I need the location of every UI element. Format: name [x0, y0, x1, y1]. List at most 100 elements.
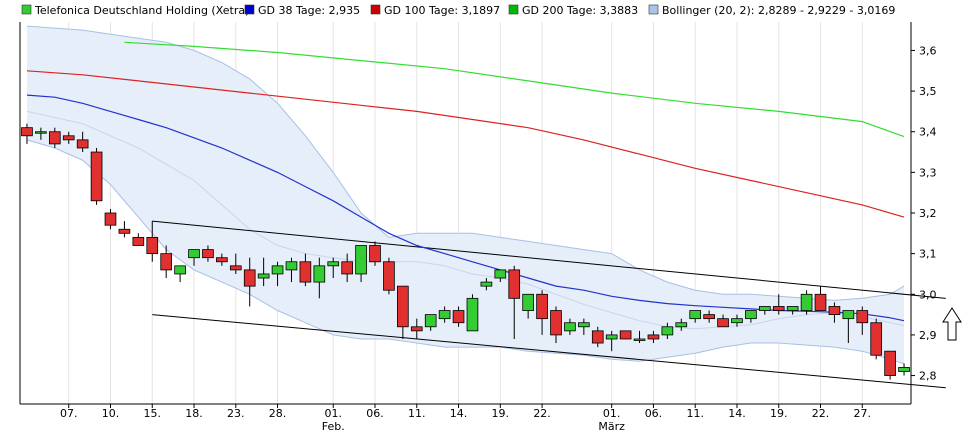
x-tick-label: 19. [492, 407, 510, 420]
candle [452, 306, 465, 327]
candle-body [62, 135, 75, 141]
legend-label: Bollinger (20, 2): 2,8289 - 2,9229 - 3,0… [662, 4, 895, 17]
candle-body [591, 330, 604, 344]
legend-item: GD 200 Tage: 3,3883 [508, 4, 638, 17]
y-tick-label: 3,6 [919, 44, 937, 57]
candle-body [174, 265, 186, 275]
candle-body [160, 253, 173, 271]
up-arrow-icon [942, 307, 962, 341]
candle-body [661, 326, 674, 336]
candle [271, 261, 284, 287]
candle-body [703, 314, 715, 320]
candle [424, 314, 437, 331]
candle [758, 306, 771, 315]
candle-body [522, 293, 534, 311]
candle-body [814, 293, 827, 311]
legend-swatch [21, 4, 32, 15]
candle [536, 290, 548, 335]
x-tick-label: 19. [770, 407, 788, 420]
candle-body [745, 310, 757, 320]
legend-item: Bollinger (20, 2): 2,8289 - 2,9229 - 3,0… [648, 4, 895, 17]
candle-body [397, 285, 409, 328]
candle-body [146, 236, 159, 255]
x-tick-label: 11. [408, 407, 426, 420]
legend-item: GD 100 Tage: 3,1897 [370, 4, 500, 17]
candle [675, 318, 688, 331]
x-tick-label: 14. [450, 407, 468, 420]
candle [772, 294, 785, 315]
candle [619, 330, 632, 340]
candle [397, 285, 409, 339]
candle [466, 294, 479, 332]
legend-swatch [648, 4, 659, 15]
y-tick-label: 3,5 [919, 85, 937, 98]
candle [327, 257, 340, 279]
candle [160, 245, 173, 279]
candle-body [48, 131, 61, 145]
candle [104, 208, 117, 230]
x-tick-month-label: März [598, 420, 625, 433]
candle [703, 310, 715, 323]
candle [564, 318, 576, 335]
candle [313, 257, 326, 299]
candle-body [800, 293, 813, 311]
candle [299, 253, 312, 287]
candle [647, 330, 660, 344]
candle [383, 257, 395, 295]
candle [48, 127, 61, 148]
candle-body [828, 306, 841, 315]
candle [229, 253, 242, 274]
candle-body [647, 334, 660, 340]
candle [633, 330, 646, 344]
candle [369, 241, 381, 266]
candle [591, 326, 604, 348]
x-tick-label: 14. [728, 407, 746, 420]
candle-body [35, 131, 47, 134]
candle-body [508, 269, 521, 299]
candle [243, 257, 256, 307]
candle [828, 302, 841, 323]
candle-body [717, 318, 729, 328]
x-tick-label: 10. [102, 407, 120, 420]
y-tick-label: 2,9 [919, 329, 937, 342]
candle-body [299, 261, 312, 283]
x-tick-label: 28. [269, 407, 287, 420]
candle-body [786, 306, 799, 311]
candle-body [257, 273, 270, 279]
bollinger-fill [27, 26, 904, 364]
candle [731, 314, 743, 327]
trend-lines [152, 220, 946, 389]
bollinger-mid-line [26, 110, 905, 330]
candle-body [578, 322, 590, 328]
candle [146, 221, 159, 262]
candle [118, 221, 131, 238]
candle-body [341, 261, 353, 275]
candle-body [132, 236, 145, 246]
candle-body [856, 310, 869, 324]
candle-body [104, 212, 117, 226]
gd200-line [124, 41, 905, 138]
candle [884, 350, 896, 380]
candle-body [327, 261, 340, 267]
trend-line-upper [152, 220, 946, 299]
up-arrow-shape [942, 307, 962, 341]
candle [257, 257, 270, 287]
candle [188, 249, 200, 266]
candle [132, 233, 145, 246]
candle [285, 257, 298, 283]
candle [494, 269, 507, 283]
candle-body [758, 306, 771, 311]
candle-body [689, 310, 702, 320]
candle [689, 310, 702, 323]
x-tick-label: 22. [533, 407, 551, 420]
candle-body [313, 265, 326, 283]
y-tick-label: 3,1 [919, 248, 937, 261]
legend-label: GD 200 Tage: 3,3883 [522, 4, 638, 17]
candles [21, 123, 910, 380]
candle [898, 363, 910, 376]
candle-body [355, 245, 367, 275]
legend-swatch [244, 4, 255, 15]
candle [717, 314, 729, 328]
candle-body [619, 330, 632, 340]
